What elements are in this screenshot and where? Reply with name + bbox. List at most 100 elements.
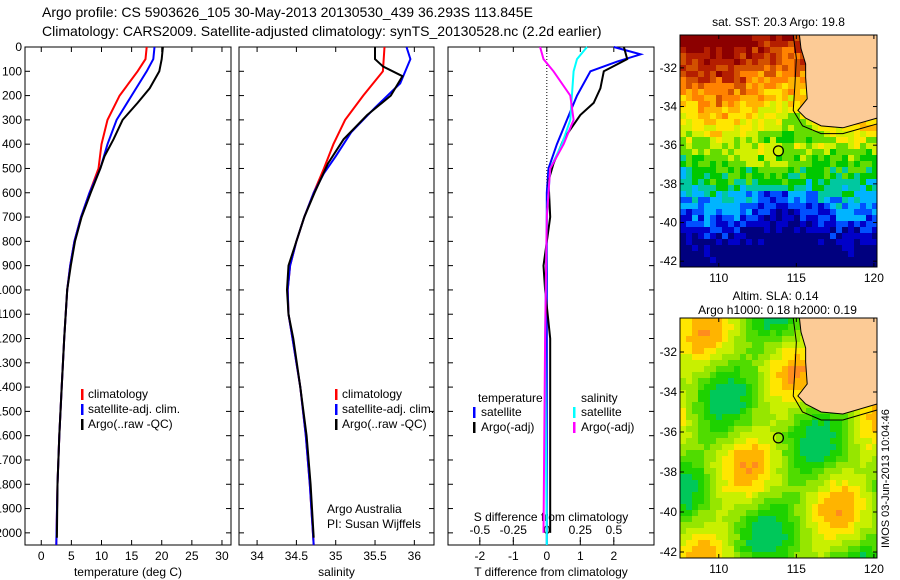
map-cell (734, 414, 740, 420)
legend-header: salinity (581, 391, 618, 405)
map-cell (848, 221, 854, 227)
map-cell (788, 444, 794, 450)
map-cell (680, 83, 686, 89)
salinity-panel: 34 34.5 35 35.5 36salinityclimatologysatelli… (238, 46, 435, 579)
map-cell (788, 113, 794, 119)
map-cell (680, 468, 686, 474)
map-cell (722, 245, 728, 251)
map-cell (872, 161, 877, 167)
map-cell (752, 107, 758, 113)
map-cell (722, 173, 728, 179)
map-cell (866, 414, 872, 420)
map-cell (680, 131, 686, 137)
map-cell (728, 191, 734, 197)
map-cell (848, 492, 854, 498)
map-cell (860, 251, 866, 257)
map-cell (782, 239, 788, 245)
map-cell (776, 53, 782, 59)
map-cell (860, 450, 866, 456)
map-cell (782, 203, 788, 209)
map-cell (740, 113, 746, 119)
map-cell (866, 432, 872, 438)
map-cell (740, 534, 746, 540)
map-cell (764, 354, 770, 360)
map-cell (728, 83, 734, 89)
map-cell (698, 414, 704, 420)
map-cell (758, 408, 764, 414)
map-cell (872, 504, 877, 510)
map-cell (782, 552, 788, 558)
map-cell (686, 510, 692, 516)
map-cell (716, 191, 722, 197)
map-cell (692, 263, 698, 267)
map-cell (752, 498, 758, 504)
map-cell (788, 173, 794, 179)
map-cell (686, 149, 692, 155)
x-tick-label: 120 (864, 562, 884, 576)
series-line-argo-raw-qc- (55, 46, 164, 538)
map-cell (806, 420, 812, 426)
map-cell (794, 504, 800, 510)
map-cell (866, 233, 872, 239)
map-cell (818, 215, 824, 221)
map-cell (848, 504, 854, 510)
map-cell (830, 185, 836, 191)
map-cell (782, 35, 788, 41)
map-cell (728, 71, 734, 77)
map-cell (842, 227, 848, 233)
map-cell (722, 59, 728, 65)
map-cell (722, 209, 728, 215)
map-cell (842, 444, 848, 450)
map-cell (836, 456, 842, 462)
map-cell (722, 131, 728, 137)
map-cell (680, 432, 686, 438)
map-cell (872, 203, 877, 209)
map-cell (782, 173, 788, 179)
map-cell (866, 257, 872, 263)
legend-swatch (573, 422, 576, 433)
map-cell (758, 65, 764, 71)
map-cell (680, 185, 686, 191)
map-cell (848, 528, 854, 534)
map-cell (704, 257, 710, 263)
map-cell (698, 137, 704, 143)
map-cell (758, 378, 764, 384)
map-cell (824, 420, 830, 426)
map-cell (860, 486, 866, 492)
map-cell (686, 330, 692, 336)
map-cell (722, 378, 728, 384)
map-cell (704, 318, 710, 324)
map-cell (704, 47, 710, 53)
map-cell (776, 522, 782, 528)
map-cell (830, 462, 836, 468)
map-cell (686, 143, 692, 149)
map-cell (764, 59, 770, 65)
map-cell (692, 492, 698, 498)
map-cell (734, 336, 740, 342)
map-cell (758, 89, 764, 95)
map-cell (794, 95, 800, 101)
map-cell (686, 221, 692, 227)
map-cell (716, 113, 722, 119)
map-cell (716, 504, 722, 510)
map-cell (722, 113, 728, 119)
map-cell (854, 263, 860, 267)
map-cell (680, 119, 686, 125)
map-cell (686, 540, 692, 546)
map-cell (848, 468, 854, 474)
map-cell (770, 438, 776, 444)
map-cell (806, 197, 812, 203)
map-cell (866, 131, 872, 137)
map-cell (842, 149, 848, 155)
map-cell (872, 239, 877, 245)
map-cell (866, 408, 872, 414)
map-cell (752, 330, 758, 336)
map-cell (740, 251, 746, 257)
map-cell (806, 143, 812, 149)
map-cell (854, 251, 860, 257)
map-cell (842, 486, 848, 492)
map-cell (770, 444, 776, 450)
map-cell (812, 534, 818, 540)
map-cell (770, 143, 776, 149)
map-cell (836, 486, 842, 492)
